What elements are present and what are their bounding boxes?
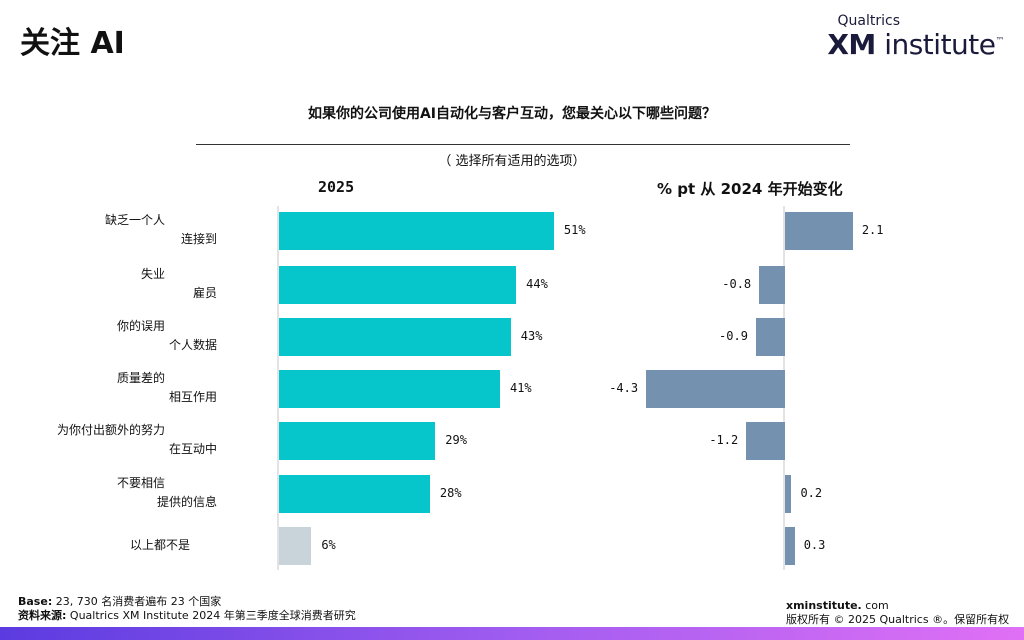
bar-change [746, 422, 785, 460]
logo-tm: ™ [995, 36, 1005, 47]
logo-xm: XM [827, 28, 876, 61]
bar-change-label: 0.3 [803, 538, 826, 552]
category-label-line1: 不要相信 [116, 476, 165, 490]
bar-2025 [279, 475, 430, 513]
bar-2025 [279, 422, 436, 460]
category-label-line1: 失业 [140, 267, 165, 281]
bar-2025-label: 29% [445, 433, 467, 447]
category-label-line1: 缺乏一个人 [104, 213, 165, 227]
base-label: Base: [18, 595, 53, 608]
page-title: 关注 AI [20, 26, 125, 61]
subtitle: （ 选择所有适用的选项） [438, 154, 586, 169]
bar-2025-label: 44% [526, 277, 548, 291]
bar-2025 [279, 370, 500, 408]
category-label-line1: 质量差的 [116, 371, 165, 385]
question: 如果你的公司使用AI自动化与客户互动，您最关心以下哪些问题？ [307, 106, 717, 122]
logo-qualtrics: Qualtrics [837, 13, 901, 29]
bar-2025-label: 28% [439, 486, 462, 500]
bar-change [785, 475, 792, 513]
bar-2025 [279, 212, 554, 250]
category-label-line2: 相互作用 [168, 390, 217, 404]
bar-2025-label: 43% [520, 329, 543, 343]
footer-site[interactable]: xminstitute. com [786, 599, 889, 612]
bar-2025-label: 41% [509, 381, 532, 395]
source-label: 资料来源: [18, 609, 67, 622]
footer-copyright: 版权所有 © 2025 Qualtrics ®。保留所有权 [786, 613, 1010, 626]
bar-2025-label: 6% [321, 538, 336, 552]
bar-change [646, 370, 785, 408]
bar-change [785, 212, 853, 250]
bar-change [759, 266, 785, 304]
bar-change-label: -0.8 [722, 277, 752, 291]
gradient-bar [0, 627, 1024, 640]
base-text: 23, 730 名消费者遍布 23 个国家 [55, 595, 222, 608]
site-bold: xminstitute. [786, 599, 862, 612]
category-label-line2: 连接到 [180, 232, 217, 246]
footer-source: 资料来源: Qualtrics XM Institute 2024 年第三季度全… [18, 609, 368, 622]
source-text: Qualtrics XM Institute 2024 年第三季度全球消费者研究 [69, 609, 356, 622]
chart-title-2025: 2025 [318, 178, 355, 196]
category-label-line2: 提供的信息 [156, 495, 217, 509]
axis-left [277, 206, 279, 570]
bar-change-label: -0.9 [719, 329, 748, 343]
divider [196, 144, 850, 145]
bar-change [755, 318, 785, 356]
bar-change-label: 2.1 [861, 223, 884, 237]
category-label-line2: 雇员 [192, 286, 217, 300]
bar-2025 [279, 266, 517, 304]
bar-change [785, 527, 795, 565]
bar-2025-label: 51% [563, 223, 586, 237]
bar-change-label: -1.2 [709, 433, 739, 447]
bar-2025 [279, 527, 312, 565]
logo-xm-institute: XM institute™ [827, 28, 1004, 61]
footer-base: Base: 23, 730 名消费者遍布 23 个国家 [18, 595, 221, 608]
bar-change-label: -4.3 [609, 381, 639, 395]
logo-institute: institute [875, 28, 996, 61]
category-label-line1: 你的误用 [116, 319, 165, 333]
bar-2025 [279, 318, 511, 356]
category-label-line2: 个人数据 [168, 338, 217, 352]
chart-title-change: % pt 从 2024 年开始变化 [657, 180, 843, 198]
category-label-line2: 在互动中 [168, 442, 217, 456]
site-rest: com [861, 599, 889, 612]
bar-change-label: 0.2 [800, 486, 823, 500]
category-label: 以上都不是 [129, 538, 190, 552]
category-label-line1: 为你付出额外的努力 [56, 423, 165, 437]
